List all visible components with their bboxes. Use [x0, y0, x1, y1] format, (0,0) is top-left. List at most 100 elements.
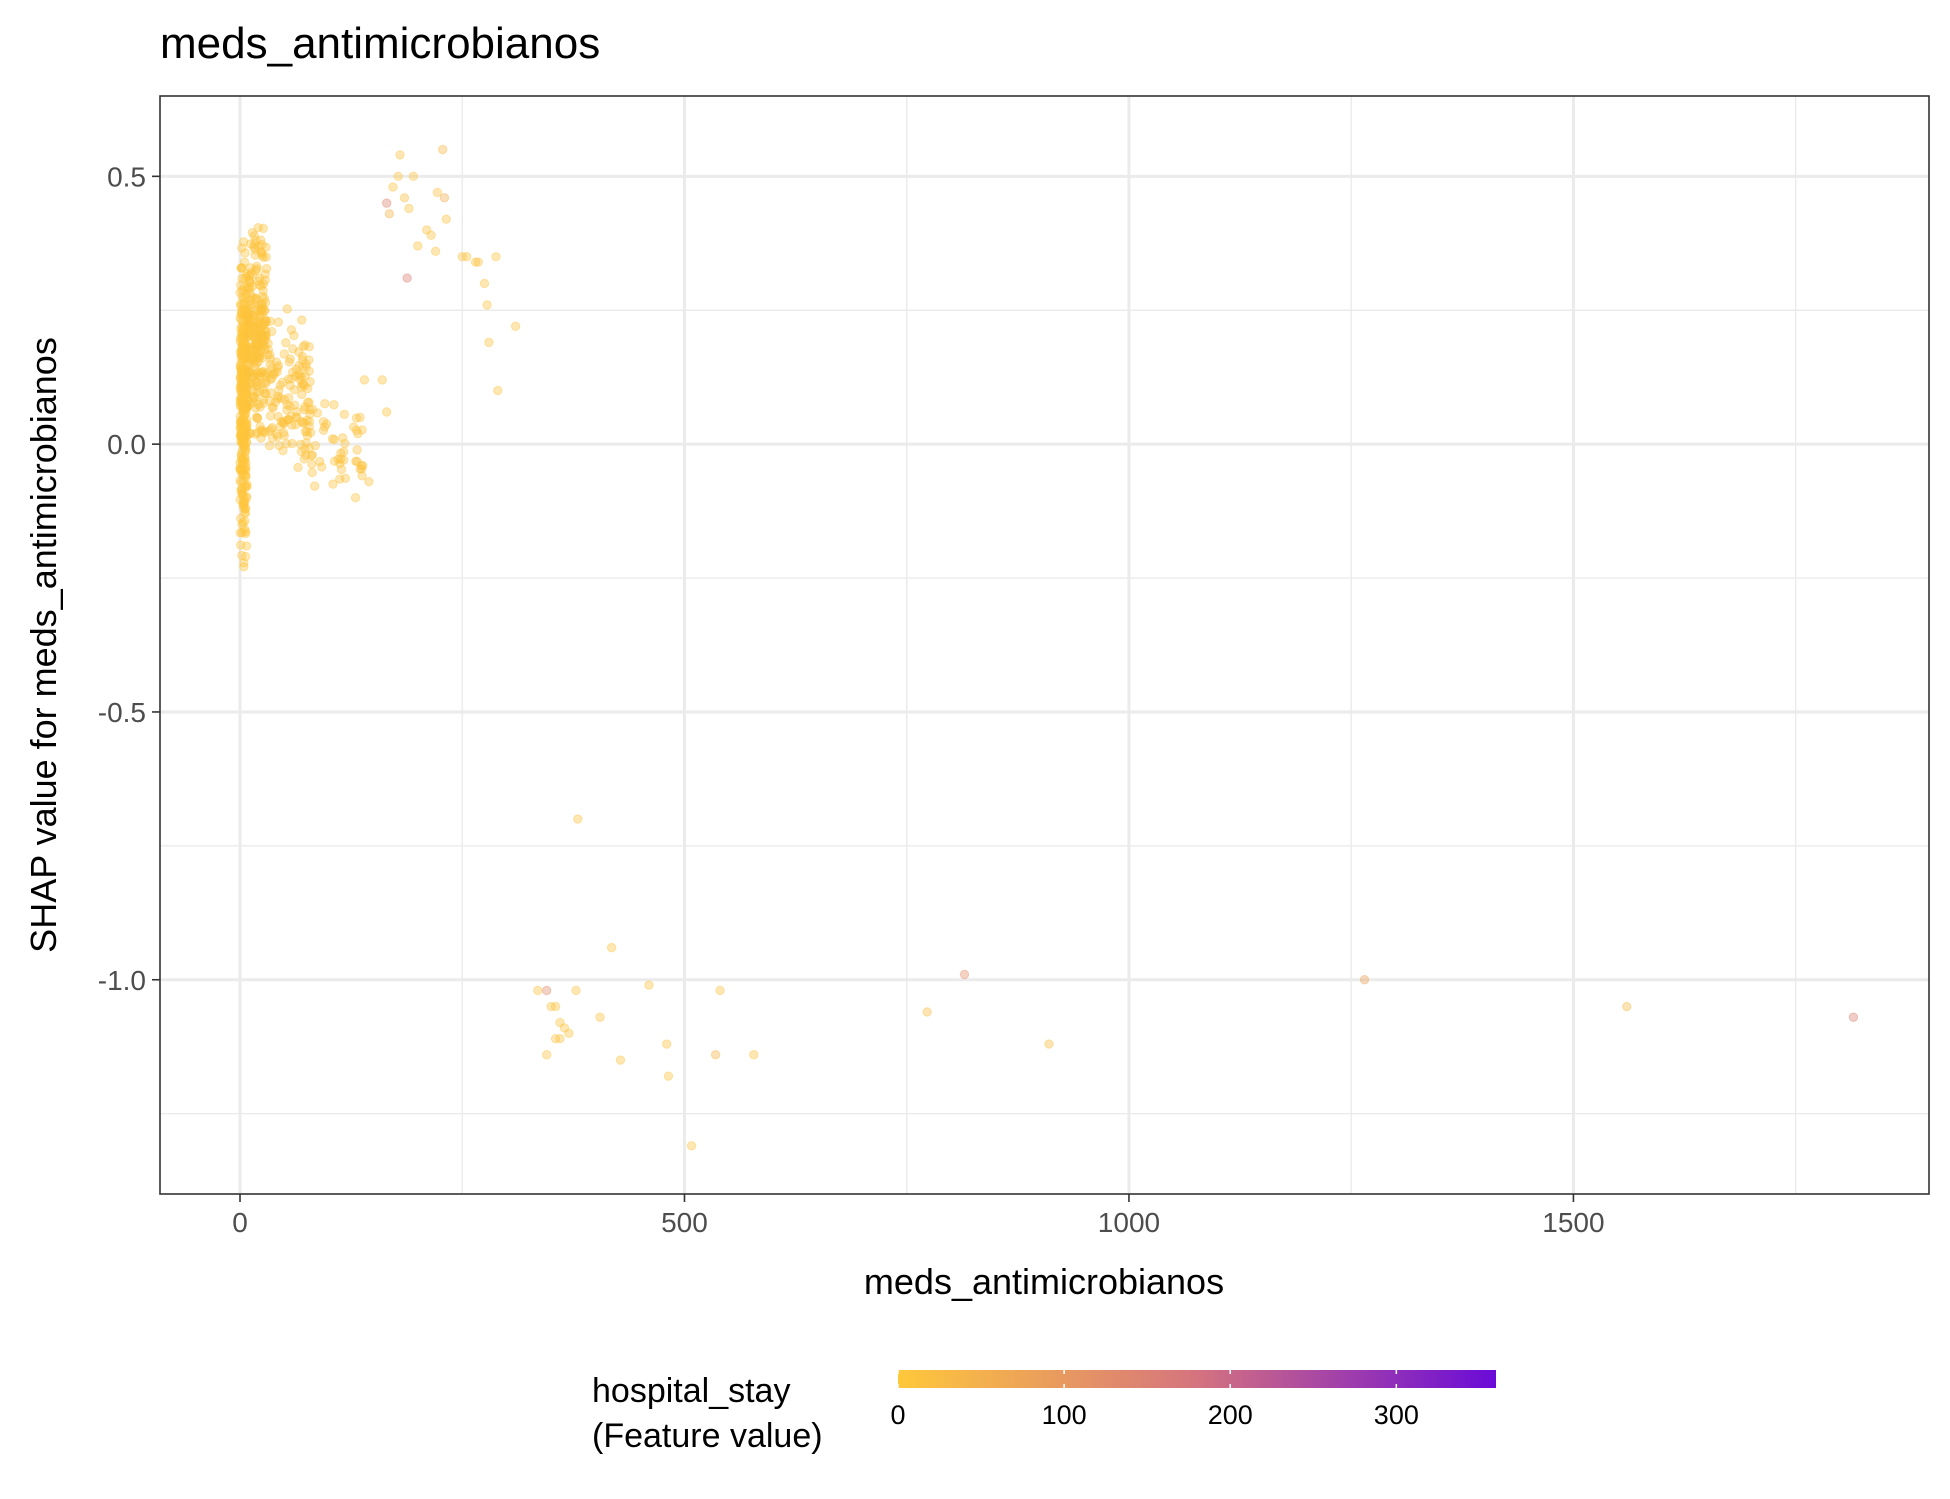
data-point	[240, 348, 250, 358]
x-axis: 0 500 1000 1500	[232, 1194, 1605, 1238]
data-point	[302, 426, 312, 437]
data-point	[275, 421, 285, 432]
x-tick-label: 500	[661, 1207, 708, 1238]
data-point	[255, 337, 266, 347]
data-point	[258, 286, 268, 296]
data-point	[240, 551, 251, 562]
data-point	[236, 416, 246, 426]
data-point	[241, 323, 252, 334]
data-point	[245, 320, 256, 330]
data-point	[238, 517, 248, 528]
data-point	[242, 415, 252, 425]
colorbar	[898, 1370, 1496, 1388]
data-point	[239, 423, 249, 434]
data-point	[235, 395, 245, 406]
data-point	[251, 347, 261, 358]
data-point	[260, 428, 270, 438]
data-point	[321, 419, 332, 429]
data-point	[239, 440, 249, 451]
data-point	[240, 443, 251, 454]
data-point	[239, 495, 249, 505]
data-point	[248, 380, 258, 390]
data-point	[262, 367, 272, 378]
data-point	[235, 373, 245, 383]
data-point	[237, 417, 247, 428]
data-point	[259, 336, 269, 347]
data-point	[258, 395, 269, 405]
data-point	[245, 239, 256, 249]
data-point	[261, 316, 272, 327]
data-point	[239, 305, 249, 316]
data-point	[237, 321, 247, 332]
data-point	[288, 344, 298, 354]
data-point	[249, 340, 259, 350]
data-point	[255, 329, 266, 340]
data-point	[294, 360, 304, 371]
data-point	[283, 414, 293, 425]
data-point	[238, 469, 248, 479]
data-point	[250, 392, 260, 403]
data-point	[259, 305, 270, 315]
data-point	[240, 391, 251, 401]
data-point	[240, 497, 250, 508]
data-point	[239, 410, 249, 421]
data-point	[238, 406, 249, 417]
data-point	[258, 223, 269, 234]
data-point	[257, 338, 268, 349]
data-point	[250, 429, 261, 439]
data-point	[239, 386, 250, 396]
data-point	[329, 434, 340, 445]
data-point	[266, 424, 276, 434]
data-point	[249, 230, 259, 241]
data-point	[296, 446, 307, 457]
data-point	[241, 471, 251, 482]
data-point	[244, 360, 255, 370]
data-point	[251, 412, 262, 422]
data-point	[246, 344, 256, 354]
data-point	[240, 409, 250, 419]
data-point	[239, 503, 249, 513]
data-point	[252, 319, 262, 330]
data-point	[242, 393, 252, 403]
data-point	[247, 371, 258, 382]
data-point	[273, 361, 284, 371]
data-point	[259, 320, 269, 330]
data-point	[245, 315, 255, 325]
data-point	[260, 334, 271, 345]
data-point	[340, 438, 350, 449]
data-point	[305, 376, 315, 387]
data-point	[246, 300, 257, 310]
data-point	[237, 381, 247, 392]
data-point	[235, 313, 245, 323]
data-point	[240, 337, 250, 348]
data-point	[278, 445, 288, 456]
data-point	[240, 402, 250, 412]
data-point	[270, 367, 280, 377]
data-point	[238, 325, 248, 335]
data-point	[258, 252, 269, 263]
data-point	[351, 456, 361, 467]
data-point	[237, 350, 248, 361]
y-axis: 0.5 0.0 -0.5 -1.0	[98, 161, 160, 996]
data-point	[252, 413, 263, 424]
data-point	[241, 373, 251, 383]
data-point	[258, 398, 268, 408]
data-point	[304, 366, 314, 376]
data-point	[256, 426, 267, 437]
data-point	[285, 380, 295, 391]
data-point	[364, 476, 374, 487]
data-point	[243, 318, 254, 329]
data-point	[278, 417, 288, 427]
data-point	[263, 338, 273, 349]
data-point	[256, 327, 267, 337]
data-point	[242, 481, 252, 492]
data-point	[260, 388, 270, 399]
data-point	[661, 1039, 672, 1049]
data-point	[235, 463, 245, 474]
data-point	[315, 456, 325, 467]
data-point	[296, 372, 307, 382]
data-point	[310, 440, 321, 451]
data-point	[236, 315, 247, 325]
data-point	[245, 428, 255, 439]
data-point	[240, 409, 251, 419]
